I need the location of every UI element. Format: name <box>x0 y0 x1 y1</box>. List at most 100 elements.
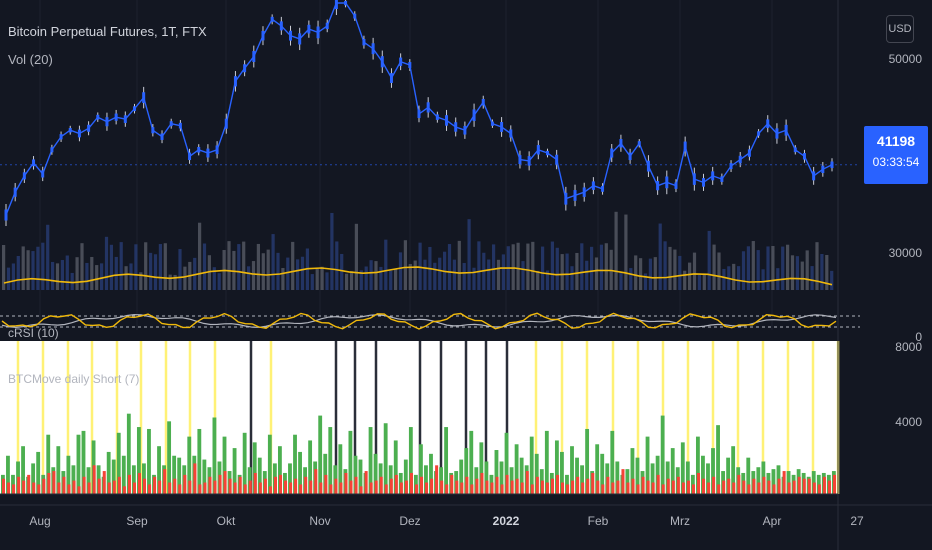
indicator-green-bar <box>177 457 182 494</box>
volume-bar <box>134 244 138 290</box>
indicator-red-bar <box>278 474 283 494</box>
indicator-green-bar <box>36 451 41 494</box>
indicator-red-bar <box>520 482 524 494</box>
indicator-red-bar <box>717 484 721 494</box>
indicator-red-bar <box>268 486 272 494</box>
indicator-red-bar <box>364 471 368 494</box>
indicator-green-bar <box>585 428 590 494</box>
time-axis-tick-year: 2022 <box>492 514 520 528</box>
indicator-red-bar <box>545 482 549 494</box>
indicator-green-bar <box>323 453 328 494</box>
volume-bar <box>251 261 256 290</box>
indicator-red-bar <box>339 482 343 494</box>
volume-bar <box>423 259 427 290</box>
indicator-green-bar <box>318 415 323 494</box>
indicator-red-bar <box>606 476 610 494</box>
indicator-green-bar <box>353 455 358 494</box>
volume-bar <box>394 269 398 290</box>
indicator-green-bar <box>580 465 584 494</box>
volume-bar <box>575 252 579 290</box>
indicator-red-bar <box>183 474 187 494</box>
volume-bar <box>707 230 711 290</box>
indicator-axis-tick: 8000 <box>895 340 922 354</box>
indicator-red-bar <box>354 476 358 494</box>
indicator-red-bar <box>686 480 690 494</box>
indicator-red-bar <box>379 476 383 494</box>
volume-bar <box>389 270 393 290</box>
indicator-green-bar <box>645 436 650 494</box>
volume-bar <box>639 258 643 290</box>
volume-bar <box>756 250 760 290</box>
indicator-red-bar <box>792 480 796 494</box>
indicator-green-bar <box>298 451 302 494</box>
volume-bar <box>359 270 363 290</box>
volume-bar <box>555 247 559 290</box>
indicator-red-bar <box>460 482 464 494</box>
volume-bar <box>594 257 599 290</box>
volume-bar <box>487 259 491 290</box>
indicator-green-bar <box>212 417 217 494</box>
volume-bar <box>310 274 314 290</box>
indicator-red-bar <box>430 478 434 494</box>
indicator-red-bar <box>213 480 217 494</box>
volume-bar <box>286 257 290 290</box>
volume-bar <box>467 219 471 290</box>
volume-bar <box>805 250 809 290</box>
indicator-red-bar <box>651 482 655 494</box>
indicator-red-bar <box>37 484 41 494</box>
indicator-red-bar <box>2 478 6 494</box>
indicator-green-bar <box>222 436 227 494</box>
volume-bar <box>65 255 69 290</box>
volume-bar <box>271 234 275 290</box>
indicator-green-bar <box>635 457 640 494</box>
volume-bar <box>340 253 344 290</box>
volume-bar <box>202 243 207 290</box>
indicator-green-bar <box>358 459 363 494</box>
volume-bar <box>60 260 64 290</box>
indicator-red-bar <box>92 465 96 494</box>
volume-bar <box>447 244 452 290</box>
indicator-red-bar <box>631 478 635 494</box>
rsi-indicator-title[interactable]: cRSI (10) <box>8 326 59 340</box>
volume-bar <box>516 242 520 290</box>
indicator-red-bar <box>571 480 575 494</box>
volume-bar <box>511 244 515 290</box>
volume-bar <box>266 249 270 290</box>
volume-bar <box>815 242 819 290</box>
indicator-green-bar <box>685 461 690 494</box>
indicator-green-bar <box>81 430 86 494</box>
indicator-red-bar <box>822 476 826 494</box>
indicator-red-bar <box>299 484 303 494</box>
indicator-green-bar <box>459 459 464 494</box>
btcmove-indicator-title[interactable]: BTCMove daily Short (7) <box>8 372 140 386</box>
indicator-red-bar <box>273 476 277 494</box>
indicator-red-bar <box>203 482 207 494</box>
indicator-red-bar <box>832 474 836 494</box>
volume-ma-line <box>3 266 833 286</box>
indicator-red-bar <box>163 469 167 494</box>
volume-bar <box>741 251 746 290</box>
volume-bar <box>717 252 721 290</box>
volume-bar <box>291 241 295 290</box>
indicator-green-bar <box>534 453 539 494</box>
volume-bar <box>722 268 726 290</box>
indicator-red-bar <box>97 478 101 494</box>
indicator-red-bar <box>812 482 816 494</box>
indicator-green-bar <box>232 448 237 494</box>
volume-bar <box>261 253 265 290</box>
indicator-red-bar <box>742 480 746 494</box>
volume-bar <box>590 246 594 290</box>
indicator-green-bar <box>695 436 700 494</box>
volume-indicator-title[interactable]: Vol (20) <box>8 52 53 67</box>
indicator-red-bar <box>67 484 71 494</box>
volume-bar <box>825 255 829 290</box>
indicator-red-bar <box>707 482 711 494</box>
indicator-red-bar <box>22 480 26 494</box>
currency-button[interactable]: USD <box>886 15 914 43</box>
volume-bar <box>702 273 706 290</box>
indicator-green-bar <box>746 457 751 494</box>
indicator-red-bar <box>399 482 403 494</box>
indicator-green-bar <box>479 442 484 494</box>
indicator-red-bar <box>691 484 695 494</box>
